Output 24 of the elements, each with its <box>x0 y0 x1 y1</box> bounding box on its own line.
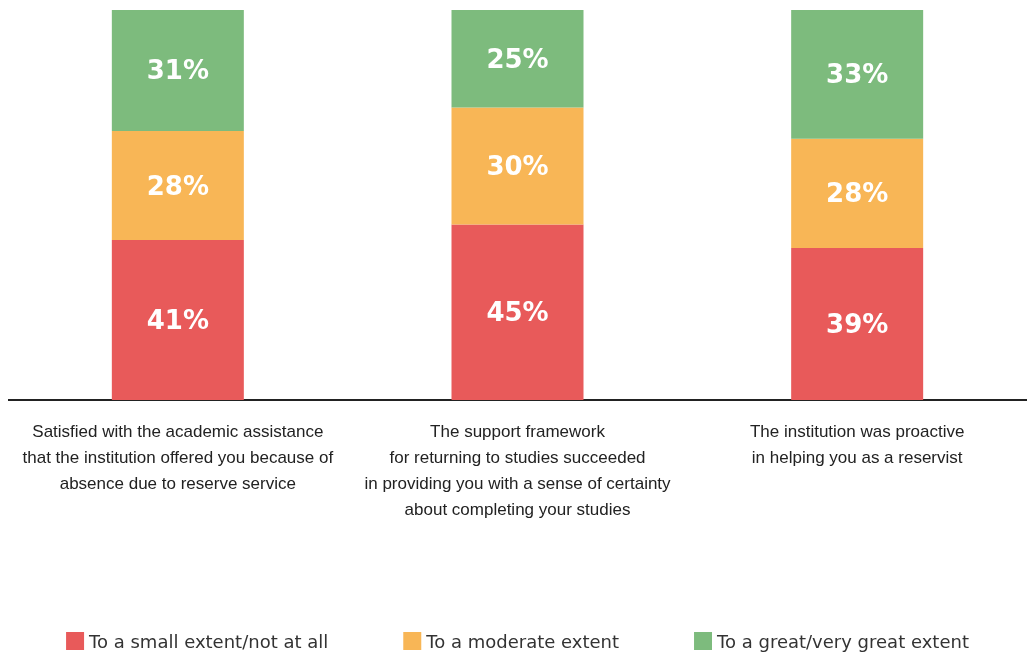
bar <box>111 240 244 400</box>
data-label: 25% <box>486 43 549 74</box>
bar <box>111 10 244 131</box>
bar <box>451 224 584 400</box>
data-label: 45% <box>486 297 549 328</box>
bar <box>791 247 924 400</box>
data-label: 41% <box>146 305 209 336</box>
data-label: 28% <box>146 170 209 201</box>
bar <box>451 10 584 108</box>
x-tick-label: Satisfied with the academic assistance that the institution offered you because of absence due to reserve service <box>22 421 334 493</box>
legend-label: To a moderate extent <box>425 630 620 652</box>
x-tick-label: The support framework for returning to studies succeeded in providing you with a sense of certainty about completing your studies <box>364 421 672 519</box>
data-label: 39% <box>826 308 889 339</box>
data-label: 30% <box>486 151 549 181</box>
legend-label: To a great/very great extent <box>716 630 969 652</box>
data-label: 31% <box>146 55 209 86</box>
x-tick-label: The institution was proactive in helping you as a reservist <box>749 421 965 467</box>
bar <box>451 107 584 225</box>
bar <box>791 138 924 248</box>
data-label: 28% <box>826 178 889 209</box>
bar <box>111 130 244 241</box>
bar <box>791 10 924 139</box>
data-label: 33% <box>826 59 889 90</box>
legend-label: To a small extent/not at all <box>88 630 329 652</box>
